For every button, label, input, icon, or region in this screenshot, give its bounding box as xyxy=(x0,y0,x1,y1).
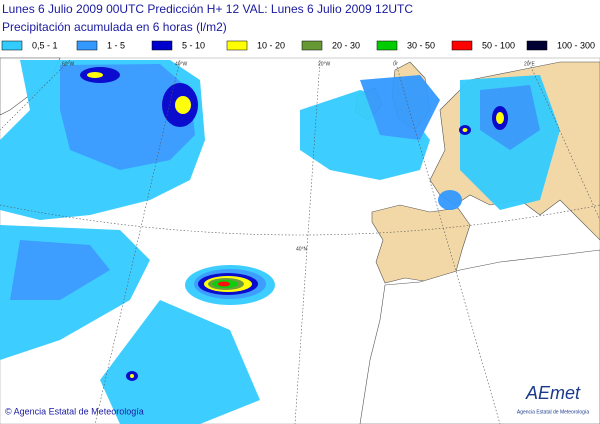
graticule-label: 0° xyxy=(393,61,398,67)
legend-swatch xyxy=(151,40,173,51)
legend-label: 1 - 5 xyxy=(107,40,125,50)
header-line-1: Lunes 6 Julio 2009 00UTC Predicción H+ 1… xyxy=(2,2,413,16)
legend-label: 0,5 - 1 xyxy=(32,40,58,50)
meridian xyxy=(527,59,600,221)
rain-area xyxy=(360,75,440,140)
legend-label: 50 - 100 xyxy=(482,40,515,50)
rain-area xyxy=(130,374,134,378)
map-area: 60°W 40°W 20°W 0° 20°E 40°N xyxy=(0,57,600,424)
meridian xyxy=(0,59,71,131)
legend-swatch xyxy=(76,40,98,51)
logo-box xyxy=(510,376,596,420)
rain-area xyxy=(100,300,260,424)
rain-area xyxy=(60,64,195,170)
legend-swatch xyxy=(301,40,323,51)
rain-area xyxy=(480,85,540,150)
legend-swatch xyxy=(1,40,23,51)
graticule-label: 40°W xyxy=(175,61,188,67)
legend: 0,5 - 1 1 - 5 5 - 10 10 - 20 20 - 30 30 - 50 5… xyxy=(1,40,595,51)
legend-swatch xyxy=(451,40,473,51)
rain-area xyxy=(218,281,230,287)
logo-subtitle: Agencia Estatal de Meteorología xyxy=(517,409,589,415)
logo: AEmet Agencia Estatal de Meteorología xyxy=(510,376,596,420)
legend-swatch xyxy=(526,40,548,51)
graticule xyxy=(0,59,600,424)
legend-label: 20 - 30 xyxy=(332,40,360,50)
rain-area xyxy=(87,72,103,78)
footer: © Agencia Estatal de Meteorología xyxy=(5,406,144,416)
meridian xyxy=(94,59,181,424)
legend-swatch xyxy=(376,40,398,51)
meridian xyxy=(294,59,321,424)
header-line-2: Precipitación acumulada en 6 horas (l/m2… xyxy=(2,20,227,34)
parallel xyxy=(0,204,600,236)
rain-area xyxy=(462,128,468,132)
legend-label: 30 - 50 xyxy=(407,40,435,50)
graticule-label: 20°W xyxy=(318,61,331,67)
legend-label: 10 - 20 xyxy=(257,40,285,50)
rain-area xyxy=(496,112,504,124)
meridian xyxy=(394,59,501,424)
legend-label: 100 - 300 xyxy=(557,40,595,50)
legend-swatch xyxy=(226,40,248,51)
rain-area xyxy=(10,240,110,300)
legend-label: 5 - 10 xyxy=(182,40,205,50)
rain-area xyxy=(438,190,462,210)
graticule-label: 40°N xyxy=(296,246,308,252)
logo-name: AEmet xyxy=(525,383,581,403)
precipitation xyxy=(0,60,560,424)
graticule-label: 20°E xyxy=(524,61,536,67)
rain-area xyxy=(175,96,191,114)
graticule-label: 60°W xyxy=(62,61,75,67)
